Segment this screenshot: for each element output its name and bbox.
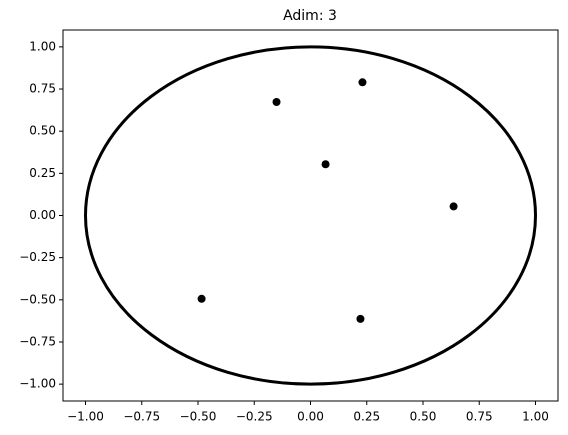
x-tick-label: 0.75 — [466, 410, 493, 424]
x-tick-label: −1.00 — [67, 410, 104, 424]
y-tick-label: 0.50 — [29, 124, 56, 138]
y-tick-label: 0.00 — [29, 208, 56, 222]
y-tick-label: 1.00 — [29, 39, 56, 53]
y-tick-label: 0.75 — [29, 82, 56, 96]
point — [358, 78, 367, 87]
y-tick-label: −0.75 — [19, 334, 56, 348]
y-tick-label: 0.25 — [29, 166, 56, 180]
x-tick-label: −0.50 — [180, 410, 217, 424]
x-tick-label: 0.50 — [410, 410, 437, 424]
x-tick-label: −0.75 — [123, 410, 160, 424]
chart-title: Adim: 3 — [283, 8, 337, 24]
x-tick-label: 1.00 — [522, 410, 549, 424]
plot-frame — [62, 29, 559, 402]
point — [197, 294, 206, 303]
y-tick-label: −0.25 — [19, 250, 56, 264]
point — [272, 98, 281, 107]
point — [356, 314, 365, 323]
x-tick-label: 0.00 — [297, 410, 324, 424]
y-tick-label: −0.50 — [19, 292, 56, 306]
point — [449, 202, 458, 211]
x-tick-label: 0.25 — [353, 410, 380, 424]
x-tick-label: −0.25 — [236, 410, 273, 424]
circle — [84, 45, 537, 386]
point — [321, 160, 330, 169]
y-tick-label: −1.00 — [19, 377, 56, 391]
